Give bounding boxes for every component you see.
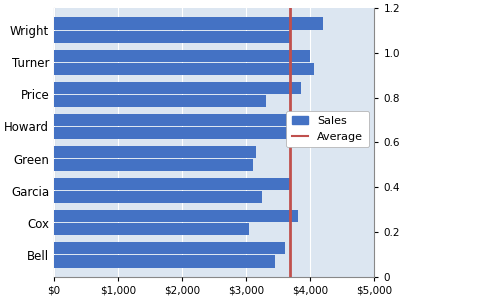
Bar [54,17,323,30]
Bar [54,31,291,43]
Bar [54,114,314,126]
Bar [54,146,256,158]
Bar [54,95,266,107]
Bar [54,127,291,139]
Bar [54,210,298,222]
Bar [54,223,249,236]
Bar [54,159,253,171]
Bar [54,255,275,268]
Bar [54,178,291,190]
Bar [54,82,301,94]
Bar [54,191,262,203]
Bar [54,242,285,254]
Bar [54,63,314,75]
Legend: Sales, Average: Sales, Average [286,111,369,147]
Bar [54,50,311,62]
